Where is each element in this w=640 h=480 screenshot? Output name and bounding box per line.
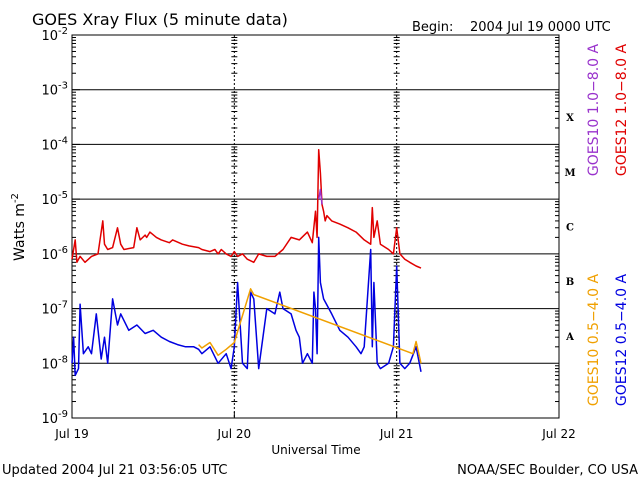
y-tick-label: 10-6 [41, 245, 68, 263]
y-tick-label: 10-4 [41, 135, 68, 153]
legend: GOES10 1.0−8.0 A GOES12 1.0−8.0 A GOES10 0… [586, 44, 630, 407]
minor-ticks [72, 37, 559, 419]
legend-item: GOES12 0.5−4.0 A [614, 274, 630, 407]
day-separators [71, 35, 560, 418]
begin-value: 2004 Jul 19 0000 UTC [470, 20, 611, 35]
x-tick-label: Jul 20 [217, 427, 252, 441]
x-tick-labels: Jul 19 Jul 20 Jul 21 Jul 22 [54, 427, 576, 441]
series-line [198, 288, 422, 364]
series-lines [71, 148, 422, 377]
flare-class-x: X [566, 113, 574, 124]
y-tick-label: 10-3 [41, 81, 68, 99]
x-tick-label: Jul 19 [54, 427, 89, 441]
plot-frame [71, 34, 560, 419]
y-axis-label: Watts m-2 [10, 193, 28, 261]
updated-timestamp: Updated 2004 Jul 21 03:56:05 UTC [2, 463, 227, 478]
legend-item: GOES12 1.0−8.0 A [614, 44, 630, 177]
x-tick-label: Jul 22 [541, 427, 576, 441]
flare-class-labels: X M C B A [564, 113, 575, 343]
y-tick-label: 10-7 [41, 300, 68, 318]
flare-class-b: B [566, 277, 574, 288]
series-line [71, 148, 422, 269]
source-credit: NOAA/SEC Boulder, CO USA [457, 463, 638, 478]
y-tick-labels: 10-2 10-3 10-4 10-5 10-6 10-7 10-8 10-9 [41, 26, 68, 427]
series-line [317, 188, 323, 205]
x-axis-label: Universal Time [271, 443, 360, 457]
series-line [71, 236, 422, 377]
legend-item: GOES10 0.5−4.0 A [586, 274, 602, 407]
begin-label: Begin: [412, 20, 453, 35]
flare-class-c: C [566, 223, 574, 234]
flare-class-m: M [564, 168, 575, 179]
y-tick-label: 10-9 [41, 409, 68, 427]
x-tick-label: Jul 21 [379, 427, 414, 441]
y-tick-label: 10-2 [41, 26, 68, 44]
y-tick-label: 10-5 [41, 190, 68, 208]
legend-item: GOES10 1.0−8.0 A [586, 44, 602, 177]
y-tick-label: 10-8 [41, 354, 68, 372]
flare-class-a: A [565, 332, 574, 343]
chart-title: GOES Xray Flux (5 minute data) [32, 10, 288, 29]
